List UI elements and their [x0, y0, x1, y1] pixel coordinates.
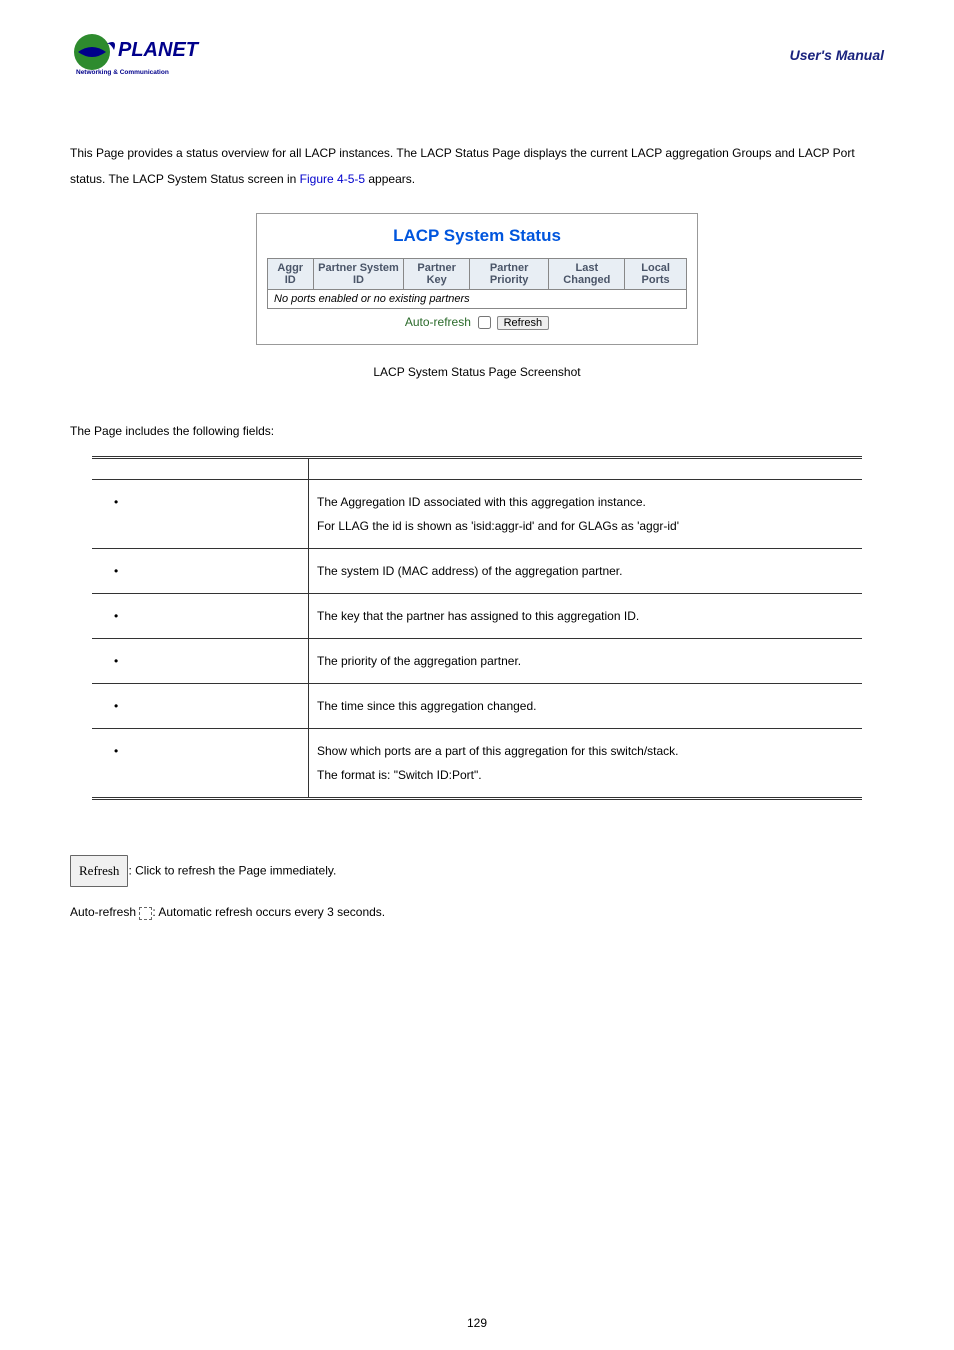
- refresh-button-image: Refresh: [70, 855, 128, 888]
- fields-description-table: The Aggregation ID associated with this …: [92, 456, 862, 800]
- intro-paragraph: This Page provides a status overview for…: [70, 140, 884, 193]
- row-desc: The key that the partner has assigned to…: [309, 593, 863, 638]
- table-empty-row: No ports enabled or no existing partners: [268, 289, 687, 308]
- page-number: 129: [0, 1316, 954, 1330]
- figure-caption: LACP System Status Page Screenshot: [70, 365, 884, 379]
- row-desc: The system ID (MAC address) of the aggre…: [309, 548, 863, 593]
- auto-refresh-label-text: Auto-refresh: [70, 905, 139, 919]
- row-desc: The priority of the aggregation partner.: [309, 638, 863, 683]
- refresh-desc-text: : Click to refresh the Page immediately.: [128, 863, 336, 877]
- row-desc: Show which ports are a part of this aggr…: [309, 728, 863, 798]
- table-header-row: Aggr ID Partner System ID Partner Key Pa…: [268, 258, 687, 289]
- logo-subtext: Networking & Communication: [76, 69, 169, 76]
- table-row: The system ID (MAC address) of the aggre…: [92, 548, 862, 593]
- table-row: Show which ports are a part of this aggr…: [92, 728, 862, 798]
- row-label: [92, 683, 309, 728]
- page-header: PLANET Networking & Communication User's…: [70, 30, 884, 80]
- figure-link: Figure 4-5-5: [300, 172, 365, 186]
- lacp-status-screenshot: LACP System Status Aggr ID Partner Syste…: [256, 213, 698, 345]
- col-aggr-id: Aggr ID: [268, 258, 314, 289]
- col-partner-priority: Partner Priority: [469, 258, 549, 289]
- table-row: The priority of the aggregation partner.: [92, 638, 862, 683]
- table-row: The time since this aggregation changed.: [92, 683, 862, 728]
- row-label: [92, 593, 309, 638]
- fields-col-description: [309, 457, 863, 479]
- fields-header-row: [92, 457, 862, 479]
- col-partner-key: Partner Key: [404, 258, 469, 289]
- auto-refresh-desc: Auto-refresh : Automatic refresh occurs …: [70, 899, 884, 925]
- row-label: [92, 638, 309, 683]
- lacp-status-table: Aggr ID Partner System ID Partner Key Pa…: [267, 258, 687, 309]
- row-desc: The time since this aggregation changed.: [309, 683, 863, 728]
- buttons-section: Refresh: Click to refresh the Page immed…: [70, 855, 884, 926]
- checkbox-icon: [139, 907, 152, 920]
- col-local-ports: Local Ports: [625, 258, 687, 289]
- row-label: [92, 479, 309, 548]
- logo-text: PLANET: [118, 39, 200, 61]
- row-desc: The Aggregation ID associated with this …: [309, 479, 863, 548]
- row-label: [92, 548, 309, 593]
- fields-intro: The Page includes the following fields:: [70, 424, 884, 438]
- col-last-changed: Last Changed: [549, 258, 625, 289]
- auto-refresh-desc-text: : Automatic refresh occurs every 3 secon…: [152, 905, 385, 919]
- intro-text-before: This Page provides a status overview for…: [70, 146, 855, 186]
- manual-title: User's Manual: [790, 47, 884, 63]
- screenshot-title: LACP System Status: [267, 226, 687, 246]
- table-row: The key that the partner has assigned to…: [92, 593, 862, 638]
- refresh-button[interactable]: Refresh: [497, 316, 550, 330]
- refresh-button-desc: Refresh: Click to refresh the Page immed…: [70, 855, 884, 888]
- auto-refresh-label: Auto-refresh: [405, 315, 471, 329]
- row-label: [92, 728, 309, 798]
- empty-message: No ports enabled or no existing partners: [268, 289, 687, 308]
- refresh-controls: Auto-refresh Refresh: [267, 315, 687, 330]
- planet-logo: PLANET Networking & Communication: [70, 30, 240, 80]
- col-partner-system-id: Partner System ID: [313, 258, 404, 289]
- intro-text-after: appears.: [365, 172, 415, 186]
- fields-col-object: [92, 457, 309, 479]
- auto-refresh-checkbox[interactable]: [478, 316, 491, 329]
- table-row: The Aggregation ID associated with this …: [92, 479, 862, 548]
